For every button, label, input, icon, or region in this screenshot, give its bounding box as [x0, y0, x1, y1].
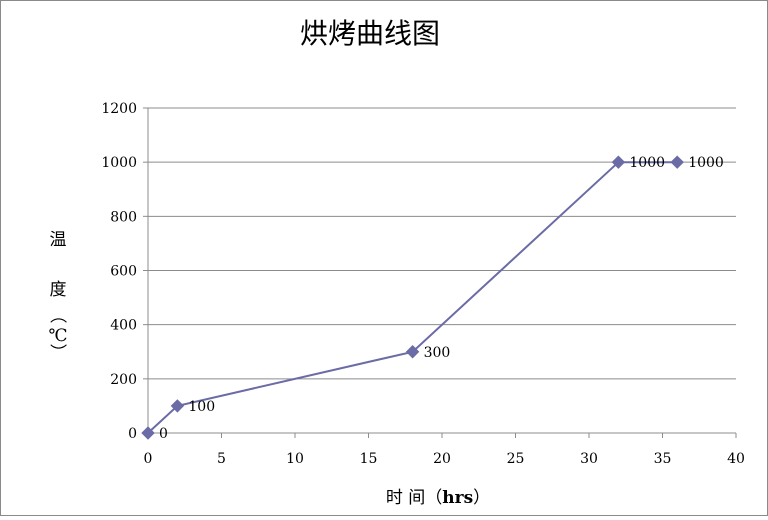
- x-axis-label-prefix: 时 间（: [386, 488, 442, 508]
- x-tick-label: 0: [144, 451, 153, 467]
- x-axis-label-suffix: ）: [473, 488, 490, 508]
- axes: [147, 108, 737, 438]
- chart-title: 烘烤曲线图: [300, 17, 440, 50]
- y-tick-label: 200: [110, 372, 137, 388]
- series-line: [147, 161, 678, 434]
- y-tick-label: 1200: [101, 101, 137, 117]
- data-label: 0: [159, 426, 168, 442]
- x-tick-label: 35: [654, 451, 672, 467]
- x-axis-label-unit: hrs: [442, 488, 473, 508]
- y-tick-label: 600: [110, 264, 137, 280]
- data-labels: 0 100 300 1000 1000: [159, 155, 724, 442]
- x-tick-label: 25: [507, 451, 525, 467]
- data-label: 1000: [688, 155, 724, 171]
- data-label: 300: [424, 345, 451, 361]
- data-point-marker: [141, 426, 155, 440]
- data-point-marker: [611, 155, 626, 169]
- y-tick-label: 1000: [101, 155, 137, 171]
- x-tick-labels: 0 5 10 15 20 25 30 35 40: [144, 451, 745, 467]
- y-axis-label: 温度 （ ℃）: [47, 230, 68, 361]
- data-label: 100: [188, 399, 215, 415]
- x-tick-label: 30: [580, 451, 598, 467]
- data-label: 1000: [629, 155, 665, 171]
- data-point-marker: [170, 399, 185, 413]
- x-tick-label: 5: [217, 451, 226, 467]
- y-tick-label: 800: [110, 209, 137, 225]
- y-axis-label-char: （: [47, 307, 67, 324]
- x-tick-label: 20: [433, 451, 451, 467]
- x-axis-label: 时 间（hrs）: [386, 488, 490, 508]
- data-markers: [141, 155, 684, 440]
- y-axis-label-char: ）: [47, 344, 67, 361]
- x-tick-label: 10: [286, 451, 304, 467]
- x-tick-label: 40: [727, 451, 745, 467]
- y-axis-label-char: 温: [50, 230, 67, 250]
- y-axis-label-char: ℃: [48, 326, 67, 346]
- y-tick-label: 400: [110, 318, 137, 334]
- y-tick-labels: 0 200 400 600 800 1000 1200: [101, 101, 137, 442]
- data-point-marker: [405, 345, 420, 359]
- x-tick-label: 15: [360, 451, 378, 467]
- series-line-0: [147, 161, 678, 434]
- y-tick-label: 0: [128, 426, 137, 442]
- data-point-marker: [670, 155, 684, 169]
- y-axis-label-char: 度: [50, 280, 67, 300]
